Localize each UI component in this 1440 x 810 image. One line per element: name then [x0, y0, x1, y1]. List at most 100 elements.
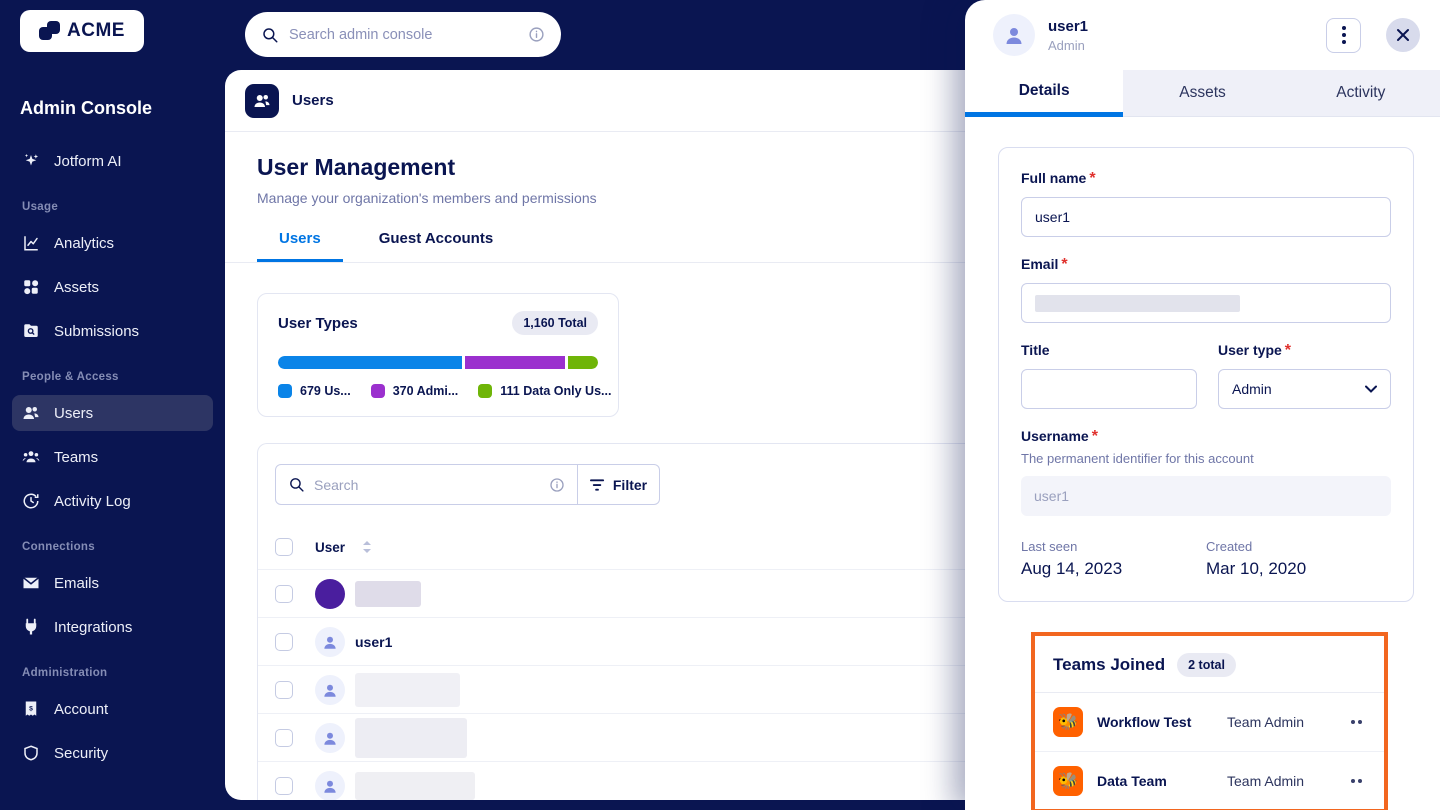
row-checkbox[interactable] [275, 680, 293, 699]
teams-joined-section: Teams Joined 2 total 🐝 Workflow Test Tea… [1031, 632, 1388, 810]
teams-joined-title: Teams Joined [1053, 655, 1166, 674]
main-tabs: Users Guest Accounts [225, 230, 1440, 263]
user-details-form: Full name* Email* Title User type* Admin [998, 147, 1414, 602]
users-table-card: Filter User Forms User Type Email [257, 443, 1440, 800]
sidebar-item-teams[interactable]: Teams [12, 439, 213, 475]
tab-assets[interactable]: Assets [1123, 70, 1282, 117]
team-more-menu[interactable] [1347, 775, 1366, 787]
username-label: Username [1021, 428, 1089, 444]
sidebar-section-connections: Connections [22, 541, 95, 553]
sidebar-item-submissions[interactable]: Submissions [12, 313, 213, 349]
team-role: Team Admin [1227, 714, 1305, 730]
tab-activity[interactable]: Activity [1281, 70, 1440, 117]
user-types-card: User Types 1,160 Total 679 Us... 370 Adm… [257, 293, 619, 417]
grid-icon [24, 280, 39, 295]
svg-text:$: $ [29, 706, 33, 713]
user-details-panel: user1 Admin Details Assets Activity Full… [965, 0, 1440, 810]
bee-team-icon: 🐝 [1053, 707, 1083, 737]
shield-icon [24, 745, 38, 761]
user-type-label: User type [1217, 342, 1282, 358]
team-name: Data Team [1097, 772, 1167, 789]
acme-logo-text: ACME [67, 20, 125, 41]
sidebar-section-people-access: People & Access [22, 371, 119, 383]
title-label: Title [1021, 342, 1050, 358]
acme-logo[interactable]: ACME [20, 10, 144, 52]
row-checkbox[interactable] [275, 776, 293, 795]
sidebar-item-jotform-ai[interactable]: Jotform AI [12, 143, 213, 179]
sidebar-item-label: Integrations [54, 618, 133, 636]
blurred-email-value [1035, 294, 1240, 312]
user-types-stacked-bar [278, 356, 598, 369]
column-header-user[interactable]: User [315, 539, 346, 555]
kebab-icon [1341, 26, 1346, 44]
full-name-label: Full name [1021, 170, 1087, 186]
sidebar-item-activity-log[interactable]: Activity Log [12, 483, 213, 519]
teams-total-badge: 2 total [1177, 653, 1236, 677]
email-field[interactable] [1021, 283, 1391, 323]
sidebar-item-integrations[interactable]: Integrations [12, 609, 213, 645]
breadcrumb-label: Users [292, 92, 334, 109]
sidebar-item-users[interactable]: Users [12, 395, 213, 431]
receipt-icon: $ [25, 701, 37, 716]
panel-user-name: user1 [1048, 17, 1089, 35]
tab-guest-accounts[interactable]: Guest Accounts [378, 230, 494, 247]
select-all-checkbox[interactable] [275, 538, 293, 556]
close-panel-button[interactable] [1386, 18, 1420, 52]
user-type-select[interactable]: Admin [1217, 369, 1391, 409]
team-more-menu[interactable] [1347, 716, 1366, 728]
close-icon [1397, 29, 1409, 41]
panel-user-role: Admin [1048, 37, 1085, 53]
teams-icon [22, 451, 40, 463]
row-checkbox[interactable] [275, 632, 293, 651]
team-row[interactable]: 🐝 Data Team Team Admin [1035, 751, 1384, 809]
sidebar-item-analytics[interactable]: Analytics [12, 225, 213, 261]
breadcrumb: Users [225, 70, 1440, 132]
sidebar-item-account[interactable]: $ Account [12, 691, 213, 727]
tab-details[interactable]: Details [965, 70, 1124, 117]
team-row[interactable]: 🐝 Workflow Test Team Admin [1035, 693, 1384, 751]
sidebar-item-label: Account [54, 700, 109, 718]
full-name-field[interactable] [1021, 197, 1391, 237]
username-field [1021, 476, 1391, 516]
admin-search-input[interactable] [289, 26, 518, 43]
envelope-icon [23, 577, 39, 589]
page-subtitle: Manage your organization's members and p… [257, 190, 597, 206]
bee-team-icon: 🐝 [1053, 765, 1083, 796]
user-types-total-badge: 1,160 Total [512, 311, 598, 335]
row-checkbox[interactable] [275, 584, 293, 603]
sidebar-item-emails[interactable]: Emails [12, 565, 213, 601]
admin-search-bar[interactable] [245, 12, 561, 57]
sidebar-item-label: Emails [54, 574, 100, 592]
sparkles-icon [24, 153, 39, 166]
created-label: Created [1206, 539, 1253, 554]
table-search-input[interactable] [314, 476, 540, 493]
search-icon [290, 478, 304, 492]
table-search-box[interactable] [275, 464, 578, 505]
legend-item-data-only: 111 Data Only Us... [478, 384, 611, 398]
sidebar-item-label: Submissions [54, 322, 140, 340]
sidebar-section-administration: Administration [22, 667, 108, 679]
filter-button[interactable]: Filter [578, 464, 660, 505]
avatar [315, 770, 345, 800]
sidebar-section-usage: Usage [22, 201, 59, 213]
blurred-user-name [355, 672, 460, 707]
bar-segment-admins [464, 356, 565, 369]
blurred-user-name [355, 771, 475, 800]
more-actions-button[interactable] [1326, 17, 1361, 53]
avatar [315, 722, 345, 753]
email-label: Email [1021, 256, 1059, 272]
sidebar: ACME Admin Console Jotform AI Usage Anal… [0, 0, 225, 810]
sidebar-item-assets[interactable]: Assets [12, 269, 213, 305]
legend-swatch-purple [370, 384, 385, 398]
users-breadcrumb-icon [245, 83, 279, 118]
blurred-user-name [355, 717, 467, 758]
row-checkbox[interactable] [275, 728, 293, 747]
filter-icon [589, 478, 604, 491]
legend-swatch-green [478, 384, 493, 398]
user-types-legend: 679 Us... 370 Admi... 111 Data Only Us..… [278, 384, 611, 398]
tab-users[interactable]: Users [257, 230, 343, 262]
sidebar-item-security[interactable]: Security [12, 735, 213, 771]
search-icon [263, 27, 278, 42]
title-field[interactable] [1021, 369, 1197, 409]
sort-icon-user[interactable] [362, 540, 372, 554]
